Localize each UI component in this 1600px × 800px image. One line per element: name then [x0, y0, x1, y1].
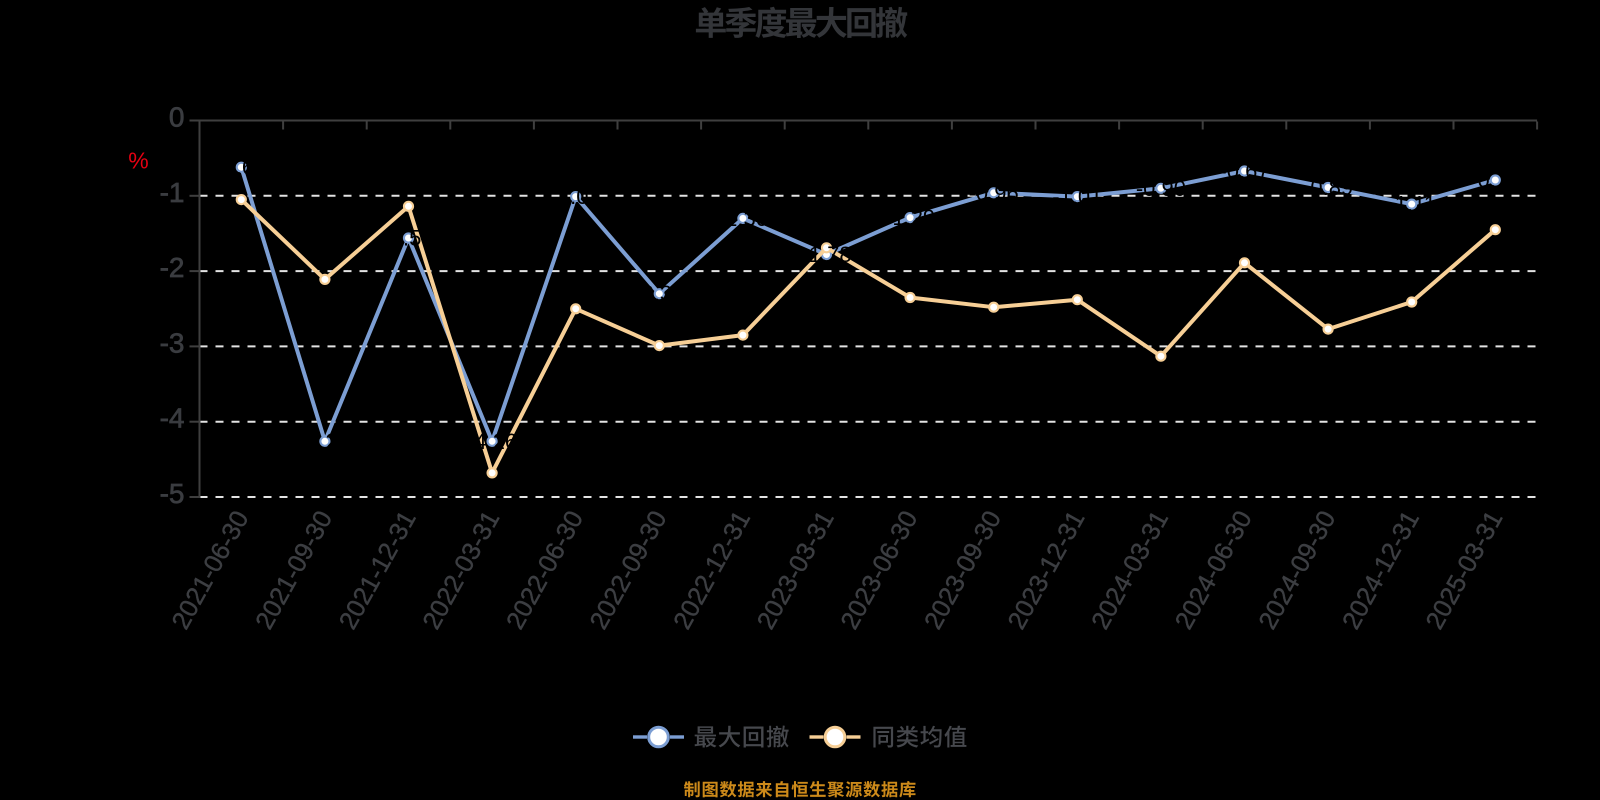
svg-text:-1.78: -1.78: [801, 242, 851, 267]
svg-text:-2: -2: [160, 252, 185, 283]
svg-text:-1.29: -1.29: [885, 205, 935, 230]
svg-text:-2.30: -2.30: [634, 281, 684, 306]
svg-text:-3: -3: [160, 327, 185, 358]
svg-text:-0.96: -0.96: [969, 180, 1019, 205]
svg-text:-1.11: -1.11: [1387, 192, 1436, 217]
svg-text:-1.01: -1.01: [1052, 184, 1102, 209]
svg-text:-4.26: -4.26: [467, 429, 517, 454]
svg-text:-1.56: -1.56: [383, 226, 433, 251]
svg-text:-4.26: -4.26: [300, 429, 350, 454]
svg-text:%: %: [128, 148, 148, 174]
svg-text:-1.01: -1.01: [551, 184, 601, 209]
svg-text:-1: -1: [160, 177, 185, 208]
svg-text:-0.67: -0.67: [1219, 159, 1269, 184]
svg-text:-0.79: -0.79: [1470, 168, 1520, 193]
svg-text:0: 0: [169, 102, 185, 133]
svg-text:-5: -5: [160, 478, 185, 509]
svg-text:-1.30: -1.30: [718, 206, 768, 231]
svg-text:-0.62: -0.62: [216, 155, 266, 180]
svg-text:-4: -4: [160, 403, 185, 434]
svg-text:-0.89: -0.89: [1303, 175, 1353, 200]
svg-text:-0.90: -0.90: [1136, 176, 1186, 201]
